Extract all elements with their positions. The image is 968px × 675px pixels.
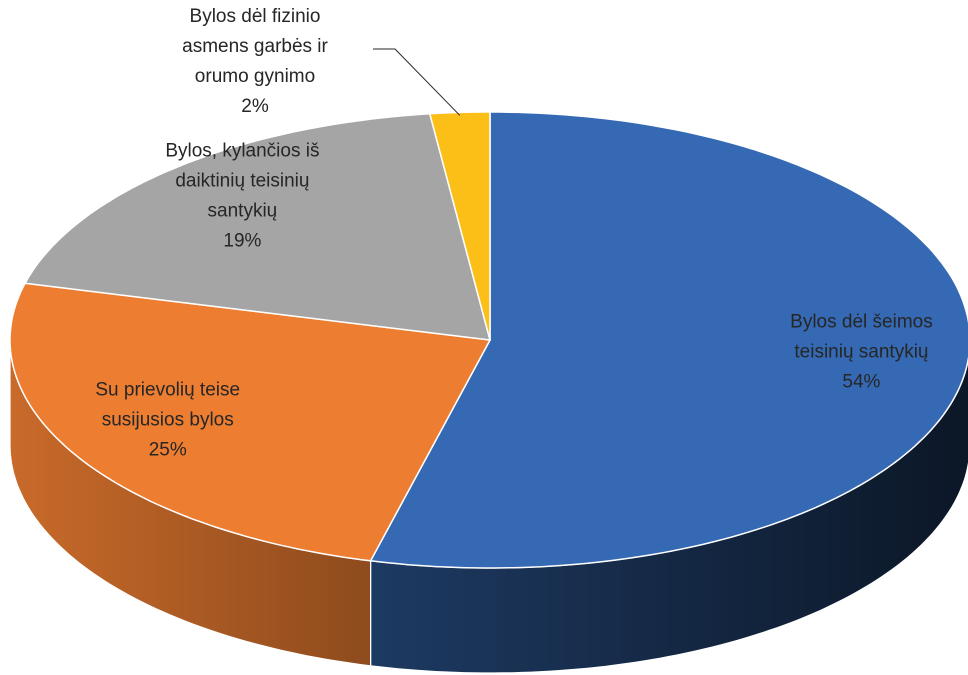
data-label: Bylos dėl fizinio: [190, 6, 321, 27]
slice: [9, 282, 492, 562]
data-label-value: 2%: [241, 96, 269, 117]
data-label: Bylos, kylančios iš: [165, 141, 319, 162]
slice: [369, 111, 968, 569]
data-label: teisinių santykių: [794, 341, 928, 362]
slice: [428, 111, 491, 341]
data-label: orumo gynimo: [195, 66, 315, 87]
data-label: Bylos dėl šeimos: [790, 311, 933, 332]
data-label: asmens garbės ir: [182, 36, 328, 57]
leader-line: [373, 48, 461, 116]
data-label-value: 25%: [149, 440, 187, 461]
slice: [23, 113, 492, 341]
data-label: daiktinių teisinių: [175, 171, 309, 192]
data-label: Su prievolių teise: [95, 380, 240, 401]
data-label: susijusios bylos: [102, 410, 234, 431]
data-label: santykių: [208, 201, 278, 222]
data-label-value: 54%: [842, 371, 880, 392]
data-label-value: 19%: [223, 231, 261, 252]
